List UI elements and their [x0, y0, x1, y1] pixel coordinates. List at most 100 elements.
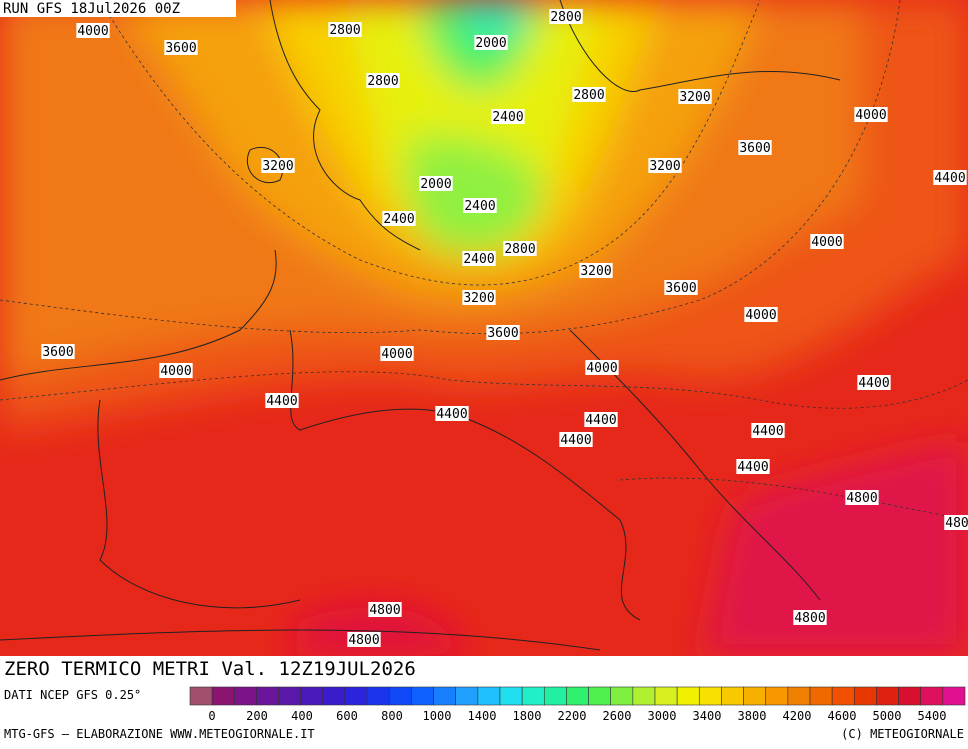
contour-label: 4400: [751, 423, 785, 439]
contour-label-text: 3200: [649, 159, 680, 174]
contour-label-box: [419, 176, 453, 191]
contour-label-text: 4000: [77, 24, 108, 39]
contour-label-text: 3200: [463, 291, 494, 306]
legend-swatch: [455, 686, 479, 706]
legend-label: 400: [291, 709, 313, 723]
contour-label-text: 3600: [165, 41, 196, 56]
legend-label: 5400: [918, 709, 947, 723]
legend-swatch: [898, 686, 922, 706]
legend-swatch: [654, 686, 678, 706]
contour-label-box: [845, 490, 879, 505]
contour-label-box: [857, 375, 891, 390]
contour-label: 4000: [159, 363, 193, 379]
legend-label: 4200: [783, 709, 812, 723]
legend-swatch: [809, 686, 833, 706]
legend-swatch: [477, 686, 501, 706]
contour-label: 4400: [857, 375, 891, 391]
legend-label: 2200: [558, 709, 587, 723]
contour-label-box: [380, 346, 414, 361]
legend-label: 3400: [693, 709, 722, 723]
legend-label: 3000: [648, 709, 677, 723]
contour-label-text: 4400: [737, 460, 768, 475]
contour-label-box: [678, 89, 712, 104]
contour-label-text: 2800: [573, 88, 604, 103]
legend-label: 800: [381, 709, 403, 723]
contour-label-text: 4400: [266, 394, 297, 409]
legend-swatch: [211, 686, 235, 706]
contour-label-text: 3200: [679, 90, 710, 105]
contour-label-text: 4800: [369, 603, 400, 618]
contour-label-text: 3600: [665, 281, 696, 296]
contour-label-text: 3600: [42, 345, 73, 360]
legend-swatch: [632, 686, 656, 706]
contour-label: 3600: [41, 344, 75, 360]
contour-label: 3600: [164, 40, 198, 56]
legend-label: 1800: [513, 709, 542, 723]
contour-label-text: 4000: [811, 235, 842, 250]
contour-label-text: 2800: [550, 10, 581, 25]
contour-label: 3200: [678, 89, 712, 105]
contour-label: 2400: [462, 251, 496, 267]
contour-label-text: 3600: [487, 326, 518, 341]
contour-label-box: [486, 325, 520, 340]
legend-swatch: [322, 686, 346, 706]
contour-label-box: [76, 23, 110, 38]
title-box: [0, 656, 415, 681]
legend-swatch: [499, 686, 523, 706]
legend-label: 1000: [423, 709, 452, 723]
legend-swatch: [831, 686, 855, 706]
contour-label-box: [944, 515, 968, 530]
contour-label-text: 4400: [560, 433, 591, 448]
legend-label: 3800: [738, 709, 767, 723]
legend-swatch: [543, 686, 567, 706]
contour-label-text: 4400: [858, 376, 889, 391]
contour-label-text: 480: [945, 516, 968, 531]
contour-label-box: [736, 459, 770, 474]
contour-label-box: [751, 423, 785, 438]
contour-label: 4000: [854, 107, 888, 123]
contour-label-text: 4000: [745, 308, 776, 323]
contour-label: 4400: [435, 406, 469, 422]
contour-label-box: [793, 610, 827, 625]
contour-label: 4400: [584, 412, 618, 428]
contour-label: 2400: [463, 198, 497, 214]
header-box: [0, 0, 236, 17]
contour-label-box: [347, 632, 381, 647]
contour-label: 3200: [579, 263, 613, 279]
legend-swatch: [256, 686, 279, 706]
legend-label: 2600: [603, 709, 632, 723]
contour-label-text: 4000: [586, 361, 617, 376]
legend-swatch: [300, 686, 324, 706]
contour-label-box: [744, 307, 778, 322]
contour-label-box: [368, 602, 402, 617]
legend-swatch: [388, 686, 412, 706]
legend-swatch: [278, 686, 302, 706]
legend-label: 5000: [873, 709, 902, 723]
legend-swatch: [787, 686, 811, 706]
contour-label-box: [810, 234, 844, 249]
legend-label: 4600: [828, 709, 857, 723]
contour-label-text: 4800: [348, 633, 379, 648]
contour-label: 4000: [810, 234, 844, 250]
contour-label-box: [503, 241, 537, 256]
contour-label: 2000: [419, 176, 453, 192]
contour-label: 4000: [380, 346, 414, 362]
contour-label-text: 2400: [463, 252, 494, 267]
contour-label: 4400: [559, 432, 593, 448]
legend-swatch: [233, 686, 257, 706]
contour-label-text: 2400: [492, 110, 523, 125]
contour-label-box: [382, 211, 416, 226]
contour-label-box: [549, 9, 583, 24]
contour-label-text: 3600: [739, 141, 770, 156]
contour-label-text: 3200: [580, 264, 611, 279]
contour-label-box: [854, 107, 888, 122]
contour-label-box: [463, 198, 497, 213]
legend-swatch: [521, 686, 545, 706]
legend-swatch: [721, 686, 744, 706]
contour-label-text: 2800: [367, 74, 398, 89]
contour-label: 4800: [793, 610, 827, 626]
contour-label-box: [585, 360, 619, 375]
contour-label-text: 2000: [475, 36, 506, 51]
contour-label-text: 4000: [381, 347, 412, 362]
